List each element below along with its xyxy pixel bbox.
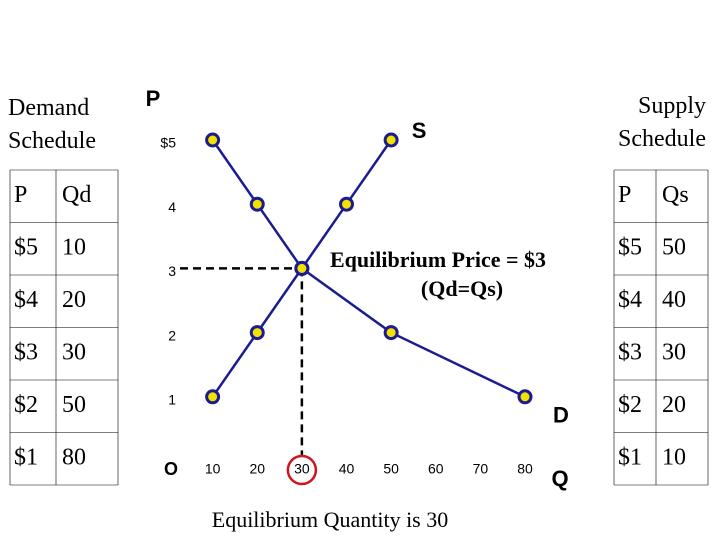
x-tick-label: 20 [249,461,265,477]
data-point [249,196,265,212]
equilibrium-label: Equilibrium Price = $3 [330,247,546,272]
y-tick-label: 3 [168,263,176,279]
table-cell: 40 [662,287,686,313]
y-tick-label: $5 [160,135,176,151]
y-axis-label: P [146,86,161,111]
x-tick-label: 30 [294,461,310,477]
table-cell: $2 [618,392,642,418]
y-tick-label: 4 [168,199,176,215]
table-cell: $2 [14,392,38,418]
table-cell: 20 [662,392,686,418]
table-cell: 10 [662,444,686,470]
table-cell: 30 [62,339,86,365]
data-point [383,325,399,341]
demand-title: Demand Schedule [8,95,96,154]
table-cell: $4 [618,287,642,313]
table-cell: 50 [662,234,686,260]
table-cell: 50 [62,392,86,418]
table-cell: P [618,182,631,208]
data-point [339,196,354,212]
table-cell: $3 [14,339,38,365]
x-tick-label: O [164,459,178,479]
x-tick-label: 70 [473,461,489,477]
table-cell: 20 [62,287,86,313]
table-cell: P [14,182,27,208]
data-point [294,260,310,276]
supply-title-box: Supply Schedule [618,93,706,152]
table-cell: 80 [62,444,86,470]
supply-title: Supply Schedule [618,93,706,152]
table-cell: $5 [618,234,642,260]
table-cell: $5 [14,234,38,260]
table-cell: 10 [62,234,86,260]
y-tick-label: 1 [168,392,176,408]
table-cell: $1 [14,444,38,470]
data-point [383,132,399,148]
data-point [205,389,221,405]
equilibrium-quantity-note: Equilibrium Quantity is 30 [212,507,449,532]
demand-title-box: Demand Schedule [8,95,96,154]
series-label: D [553,403,569,428]
x-tick-label: 10 [205,461,221,477]
data-point [517,389,533,405]
table-cell: $3 [618,339,642,365]
data-point [205,132,221,148]
table-cell: Qd [62,182,91,208]
x-tick-label: 40 [339,461,355,477]
x-tick-label: 60 [428,461,444,477]
table-cell: $4 [14,287,38,313]
x-axis-label: Q [551,466,568,491]
table-cell: 30 [662,339,686,365]
series-label: S [412,118,427,143]
x-tick-label: 80 [517,461,533,477]
data-point [249,325,265,341]
equilibrium-sublabel: (Qd=Qs) [421,276,503,301]
equilibrium-tick-highlight [286,454,318,486]
table-cell: Qs [662,182,689,208]
y-tick-label: 2 [168,327,176,343]
table-cell: $1 [618,444,642,470]
x-tick-label: 50 [383,461,399,477]
